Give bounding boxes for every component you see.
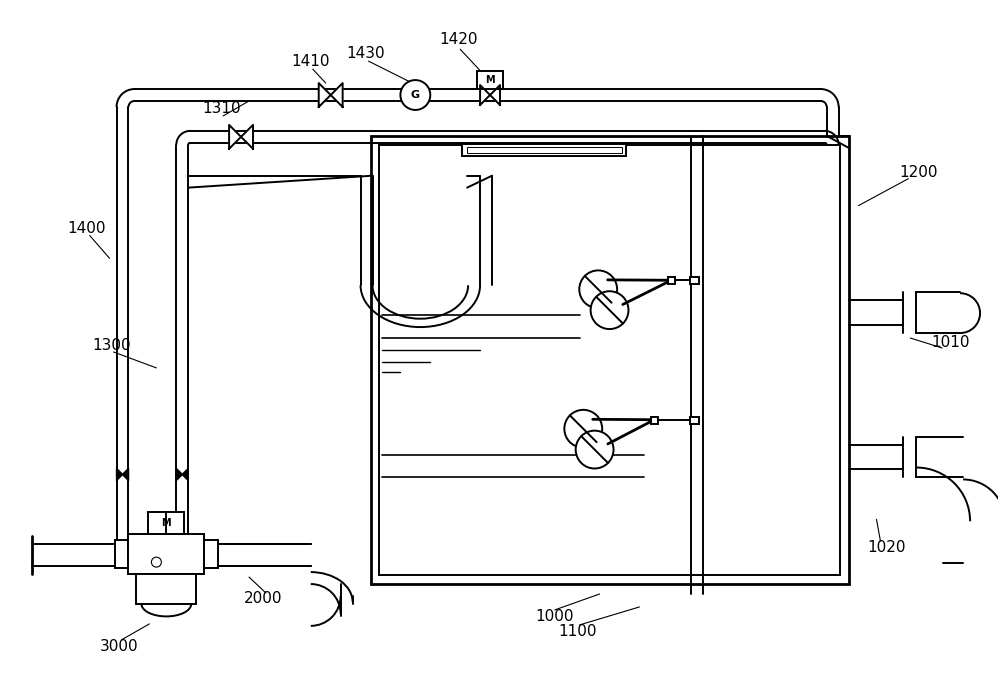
Text: 1000: 1000	[536, 609, 574, 625]
Polygon shape	[490, 85, 500, 105]
Text: 1400: 1400	[67, 221, 106, 236]
Bar	[136, 574, 196, 604]
Bar	[467, 146, 622, 153]
Text: 1410: 1410	[292, 54, 330, 68]
Bar	[668, 277, 675, 284]
Text: 3000: 3000	[100, 639, 139, 654]
Text: 1310: 1310	[202, 102, 240, 117]
Polygon shape	[319, 83, 331, 107]
Circle shape	[576, 430, 614, 468]
Bar	[204, 540, 218, 568]
Bar	[462, 144, 626, 155]
Bar	[371, 136, 849, 584]
Text: 1300: 1300	[92, 337, 131, 352]
Bar	[115, 540, 128, 568]
Polygon shape	[176, 468, 182, 480]
Circle shape	[579, 270, 617, 308]
Bar	[148, 512, 184, 534]
Text: 1200: 1200	[899, 165, 938, 180]
Circle shape	[591, 291, 628, 329]
Polygon shape	[480, 85, 490, 105]
Text: M: M	[162, 518, 171, 529]
Polygon shape	[241, 125, 253, 149]
Circle shape	[564, 410, 602, 448]
Circle shape	[151, 557, 161, 567]
Polygon shape	[331, 83, 343, 107]
Circle shape	[400, 80, 430, 110]
Bar	[690, 277, 699, 284]
Bar	[128, 534, 204, 574]
Text: 1430: 1430	[346, 46, 385, 61]
Text: 1100: 1100	[558, 625, 597, 639]
Text: M: M	[485, 75, 495, 85]
Polygon shape	[117, 468, 123, 480]
Text: 2000: 2000	[244, 591, 282, 607]
Bar	[477, 71, 503, 89]
Polygon shape	[123, 468, 128, 480]
Bar	[690, 417, 699, 424]
Text: G: G	[411, 90, 420, 100]
Bar	[379, 145, 840, 575]
Text: 1020: 1020	[867, 540, 906, 555]
Polygon shape	[229, 125, 241, 149]
Text: 1420: 1420	[439, 32, 477, 47]
Bar	[651, 417, 658, 424]
Text: 1010: 1010	[931, 334, 969, 350]
Polygon shape	[182, 468, 188, 480]
